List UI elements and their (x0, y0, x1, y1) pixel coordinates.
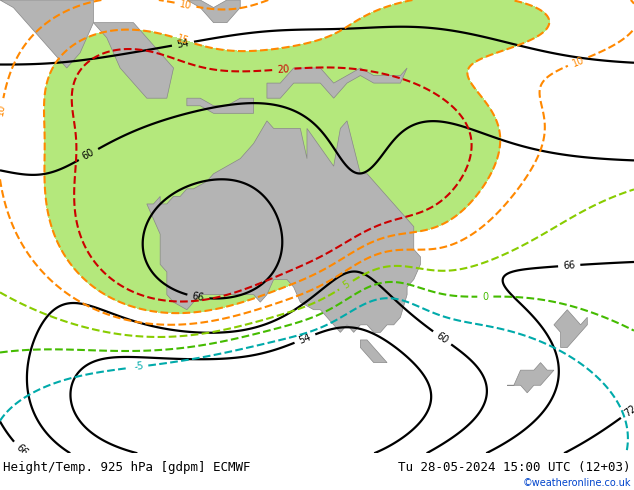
Polygon shape (187, 0, 240, 23)
Text: 15: 15 (176, 33, 190, 47)
Text: 66: 66 (191, 291, 205, 303)
Text: 0: 0 (482, 292, 488, 302)
Text: 72: 72 (622, 403, 634, 419)
Polygon shape (187, 98, 254, 113)
Text: 60: 60 (434, 330, 450, 345)
Polygon shape (0, 0, 93, 68)
Text: 54: 54 (176, 38, 190, 49)
Polygon shape (147, 121, 420, 332)
Polygon shape (360, 340, 387, 363)
Polygon shape (93, 23, 174, 98)
Text: 66: 66 (14, 442, 29, 458)
Text: -5: -5 (133, 361, 144, 372)
Text: 66: 66 (563, 260, 576, 271)
Text: Tu 28-05-2024 15:00 UTC (12+03): Tu 28-05-2024 15:00 UTC (12+03) (398, 461, 631, 474)
Text: 10: 10 (0, 102, 7, 116)
Polygon shape (267, 68, 407, 98)
Text: 5: 5 (340, 279, 351, 291)
Text: 10: 10 (179, 0, 193, 11)
Text: ©weatheronline.co.uk: ©weatheronline.co.uk (522, 478, 631, 488)
Text: 54: 54 (297, 332, 313, 345)
Text: Height/Temp. 925 hPa [gdpm] ECMWF: Height/Temp. 925 hPa [gdpm] ECMWF (3, 461, 250, 474)
Text: 20: 20 (277, 64, 290, 75)
Text: 10: 10 (571, 54, 586, 69)
Polygon shape (507, 363, 554, 393)
Text: 60: 60 (81, 147, 96, 162)
Polygon shape (554, 310, 587, 347)
